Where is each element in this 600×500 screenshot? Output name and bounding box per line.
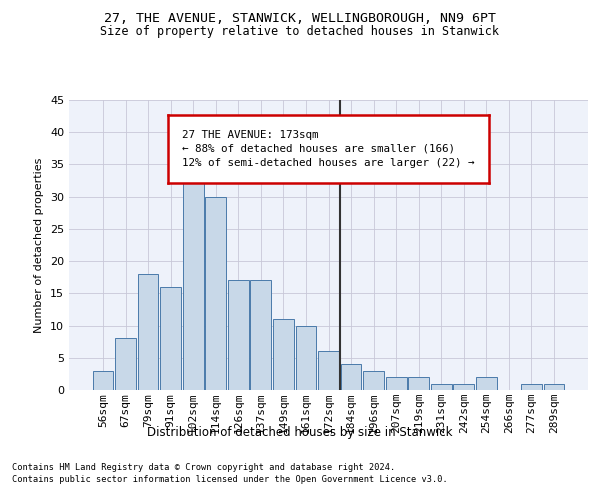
Bar — [431, 384, 452, 390]
Bar — [318, 352, 339, 390]
Bar — [273, 319, 294, 390]
Text: Distribution of detached houses by size in Stanwick: Distribution of detached houses by size … — [147, 426, 453, 439]
Bar — [544, 384, 565, 390]
Bar — [386, 377, 407, 390]
Bar — [409, 377, 429, 390]
Bar — [205, 196, 226, 390]
Bar — [454, 384, 474, 390]
Bar — [476, 377, 497, 390]
Text: Contains public sector information licensed under the Open Government Licence v3: Contains public sector information licen… — [12, 475, 448, 484]
Y-axis label: Number of detached properties: Number of detached properties — [34, 158, 44, 332]
Bar — [363, 370, 384, 390]
Text: 27, THE AVENUE, STANWICK, WELLINGBOROUGH, NN9 6PT: 27, THE AVENUE, STANWICK, WELLINGBOROUGH… — [104, 12, 496, 26]
Bar — [250, 280, 271, 390]
Bar — [521, 384, 542, 390]
Text: Contains HM Land Registry data © Crown copyright and database right 2024.: Contains HM Land Registry data © Crown c… — [12, 464, 395, 472]
Bar — [228, 280, 248, 390]
Bar — [115, 338, 136, 390]
Bar — [160, 287, 181, 390]
Bar — [341, 364, 361, 390]
Bar — [183, 164, 203, 390]
Text: Size of property relative to detached houses in Stanwick: Size of property relative to detached ho… — [101, 25, 499, 38]
Bar — [92, 370, 113, 390]
Bar — [137, 274, 158, 390]
Bar — [296, 326, 316, 390]
Text: 27 THE AVENUE: 173sqm
← 88% of detached houses are smaller (166)
12% of semi-det: 27 THE AVENUE: 173sqm ← 88% of detached … — [182, 130, 475, 168]
